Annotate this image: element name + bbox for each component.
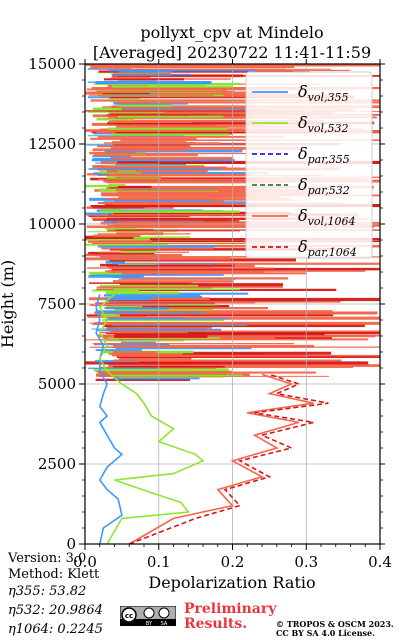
series-line-vol-355 [95,294,124,544]
x-tick-label: 0.4 [368,553,392,571]
by-icon [143,607,155,619]
eta532-text: η532: 20.9864 [8,603,103,618]
cc-license-badge: cc BY SA [120,606,176,626]
legend-entry: δpar,1064 [298,237,357,259]
svg-text:cc: cc [125,612,133,620]
chart-title-line2: [Averaged] 20230722 11:41-11:59 [93,43,371,62]
axis-ticks: 0.0 0.1 0.2 0.3 0.4 0 2500 5000 7500 10000 12500 15… [28,55,392,571]
y-tick-label: 12500 [28,135,76,153]
eta355-text: η355: 53.82 [8,584,87,599]
y-axis-label: Height (m) [0,260,17,348]
x-tick-label: 0.0 [73,553,97,571]
legend-entry: δvol,355 [298,82,349,104]
legend-entry: δpar,355 [298,144,350,166]
noise-layer [85,64,380,381]
legend-entry: δpar,532 [298,175,350,197]
eta1064-text: η1064: 0.2245 [8,622,103,637]
y-tick-label: 5000 [38,375,76,393]
series-line-vol-532 [98,293,205,544]
y-tick-label: 2500 [38,455,76,473]
chart-legend: δvol,355 δvol,532 δpar,355 δpar,532 δvol,106… [245,71,373,259]
x-tick-label: 0.2 [221,553,245,571]
x-axis-label: Depolarization Ratio [148,573,315,592]
series-line-vol-1064 [128,373,314,544]
series-line-par-1064 [129,373,329,544]
legend-entry: δvol,532 [298,113,349,135]
cc-icon [121,607,137,623]
series-layer [95,293,329,544]
sa-icon [158,607,170,619]
legend-entry: δvol,1064 [298,206,356,228]
x-tick-label: 0.1 [147,553,171,571]
x-tick-label: 0.3 [294,553,318,571]
chart-title-line1: pollyxt_cpv at Mindelo [140,23,323,42]
preliminary-line2: Results. [184,616,248,632]
svg-text:BY: BY [146,621,153,626]
y-tick-label: 0 [66,535,76,553]
y-tick-label: 15000 [28,55,76,73]
copyright-line1: © TROPOS & OSCM 2023. [276,619,394,629]
legend-box [245,71,373,259]
svg-text:SA: SA [161,621,168,626]
method-text: Method: Klett [8,567,100,582]
copyright-line2: CC BY SA 4.0 License. [276,628,375,638]
copyright-note: © TROPOS & OSCM 2023. CC BY SA 4.0 Licen… [276,620,394,638]
y-tick-label: 10000 [28,215,76,233]
preliminary-note: Preliminary Results. [184,602,276,632]
preliminary-line1: Preliminary [184,601,277,617]
y-tick-label: 7500 [38,295,76,313]
version-text: Version: 3.0 [8,551,87,566]
